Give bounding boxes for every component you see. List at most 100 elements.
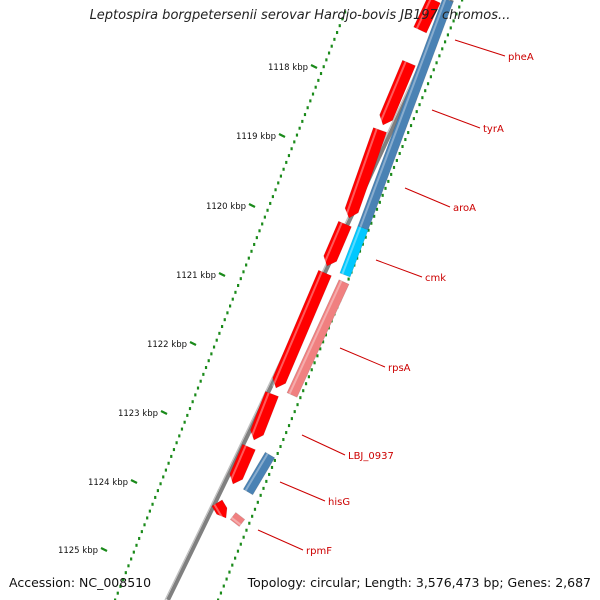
tick-dot-outer <box>285 160 288 164</box>
tick-dot-inner <box>418 103 421 107</box>
tick-dot-outer <box>237 283 240 287</box>
tick-dot-outer <box>146 516 149 520</box>
topology-label: Topology: circular; Length: 3,576,473 bp… <box>247 575 591 590</box>
tick-dot-inner <box>373 214 376 218</box>
major-tick <box>218 272 226 277</box>
tick-dot-inner <box>364 235 367 239</box>
gene-aroA-fwd <box>344 127 387 219</box>
gene-rpmF-fwd-shine <box>213 504 225 521</box>
tick-dot-inner <box>458 5 461 9</box>
major-tick <box>160 410 168 415</box>
leader-line-rpmF <box>257 529 304 551</box>
tick-dot-outer <box>199 379 202 383</box>
tick-dot-outer <box>271 195 274 199</box>
leader-line-LBJ_0937 <box>301 434 346 456</box>
tick-dot-inner <box>452 19 455 23</box>
tick-dot-outer <box>242 270 245 274</box>
gene-hisG-rev <box>242 451 276 496</box>
tick-dot-outer <box>311 92 315 96</box>
tick-dot-inner <box>304 382 308 386</box>
tick-dot-inner <box>381 193 384 197</box>
tick-label: 1122 kbp <box>147 340 187 350</box>
gene-rpmF-rev-shine <box>231 516 242 526</box>
tick-dot-inner <box>296 403 299 407</box>
tick-label: 1121 kbp <box>176 271 216 281</box>
gene-reverse-block-shine <box>359 0 447 228</box>
tick-dot-outer <box>167 461 170 465</box>
tick-dot-outer <box>319 72 323 76</box>
tick-dot-outer <box>290 147 293 151</box>
tick-dot-outer <box>303 113 307 117</box>
tick-dot-inner <box>265 479 268 483</box>
tick-dot-outer <box>164 468 168 472</box>
tick-dot-inner <box>404 138 407 142</box>
tick-dot-outer <box>151 502 154 506</box>
tick-dot-outer <box>287 154 291 158</box>
leader-line-cmk <box>375 259 423 278</box>
tick-dot-outer <box>114 598 117 600</box>
tick-dot-outer <box>253 242 256 246</box>
tick-dot-inner <box>426 82 430 86</box>
tick-dot-outer <box>295 133 299 137</box>
tick-dot-outer <box>239 277 242 281</box>
leader-line-tyrA <box>431 109 481 129</box>
tick-dot-outer <box>229 304 232 308</box>
tick-dot-inner <box>347 277 350 281</box>
tick-dot-outer <box>277 181 280 185</box>
leader-line-pheA <box>454 39 506 57</box>
tick-dot-inner <box>432 68 435 72</box>
gene-label-rpsA: rpsA <box>388 363 411 374</box>
tick-dot-inner <box>412 117 415 121</box>
tick-label: 1118 kbp <box>268 63 308 73</box>
tick-dot-inner <box>242 535 245 539</box>
tick-dot-inner <box>270 465 274 469</box>
tick-dot-inner <box>441 47 444 51</box>
tick-dot-inner <box>310 368 313 372</box>
gene-cmk-fwd-shine <box>322 222 343 266</box>
tick-dot-inner <box>307 375 310 379</box>
tick-dot-outer <box>298 126 301 130</box>
tick-dot-outer <box>226 311 229 315</box>
tick-dot-outer <box>202 372 205 376</box>
tick-label: 1123 kbp <box>118 409 158 419</box>
tick-dot-outer <box>301 119 304 123</box>
tick-dot-outer <box>274 188 277 192</box>
gene-hisG-fwd-shine <box>228 445 247 484</box>
tick-dot-inner <box>390 172 393 176</box>
tick-dot-inner <box>361 242 364 246</box>
tick-dot-inner <box>424 89 427 93</box>
gene-label-LBJ_0937: LBJ_0937 <box>348 451 394 462</box>
tick-dot-outer <box>317 78 320 82</box>
tick-dot-inner <box>276 451 279 455</box>
tick-dot-inner <box>262 486 265 490</box>
tick-dot-inner <box>429 75 432 79</box>
gene-label-aroA: aroA <box>453 203 476 214</box>
tick-dot-outer <box>212 345 216 349</box>
tick-label: 1120 kbp <box>206 202 246 212</box>
tick-dot-outer <box>325 58 328 62</box>
tick-dot-inner <box>438 54 441 58</box>
major-tick <box>310 64 318 69</box>
tick-dot-inner <box>282 438 285 442</box>
tick-dot-inner <box>392 165 396 169</box>
gene-cmk-fwd <box>323 220 352 267</box>
tick-dot-outer <box>322 65 325 69</box>
tick-dot-outer <box>338 24 341 28</box>
tick-dot-inner <box>415 110 418 114</box>
tick-dot-inner <box>407 131 410 135</box>
tick-dot-outer <box>215 338 218 342</box>
tick-dot-outer <box>341 17 344 21</box>
gene-label-hisG: hisG <box>328 497 350 508</box>
tick-dot-outer <box>344 10 347 14</box>
gene-reverse-block <box>357 0 454 231</box>
tick-dot-inner <box>287 424 291 428</box>
tick-dot-inner <box>395 158 398 162</box>
tick-dot-outer <box>207 359 210 363</box>
tick-dot-inner <box>449 26 452 30</box>
tick-dot-outer <box>263 215 266 219</box>
tick-dot-inner <box>446 33 450 37</box>
tick-dot-outer <box>132 550 135 554</box>
tick-dot-inner <box>299 396 302 400</box>
